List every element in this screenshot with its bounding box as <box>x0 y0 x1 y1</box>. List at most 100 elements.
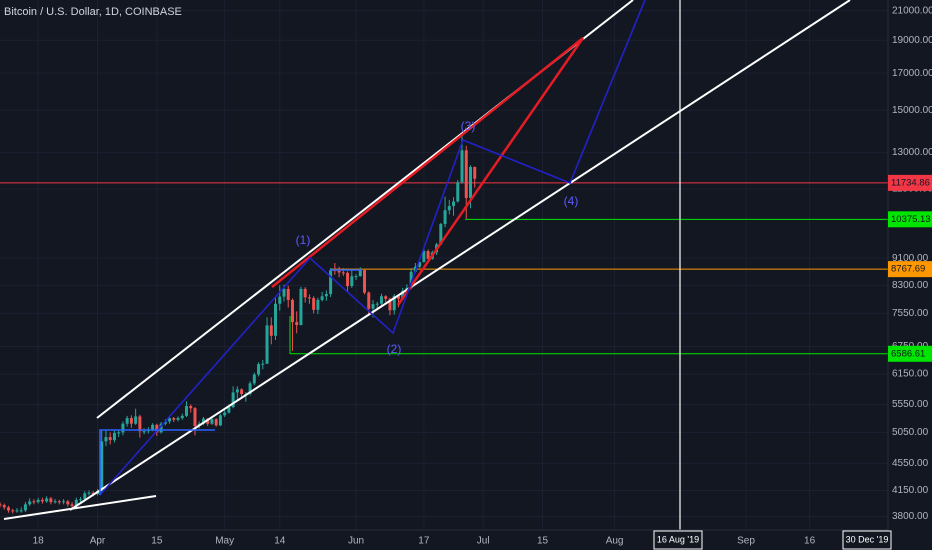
candle-body <box>473 167 477 179</box>
candle-body <box>358 270 362 277</box>
candle-body <box>354 276 358 278</box>
price-tag-box <box>888 174 932 191</box>
candle-body <box>379 296 383 304</box>
candle-body <box>464 150 468 198</box>
candle-body <box>189 406 193 409</box>
y-tick-label: 4150.00 <box>892 485 929 496</box>
candle-body <box>142 431 146 433</box>
y-tick-label: 15000.00 <box>892 105 932 116</box>
candle-body <box>214 419 218 426</box>
chart-title: Bitcoin / U.S. Dollar, 1D, COINBASE <box>4 6 182 18</box>
date-tag-box <box>842 530 892 550</box>
x-tick-label: 15 <box>537 536 549 547</box>
candle-body <box>307 297 311 299</box>
candle-body <box>185 406 189 416</box>
candle-body <box>367 292 371 309</box>
y-tick-label: 17000.00 <box>892 68 932 79</box>
candle-body <box>418 262 422 267</box>
candle-body <box>341 272 345 274</box>
candle-body <box>460 150 464 183</box>
candle-body <box>235 389 239 393</box>
candle-body <box>11 510 15 512</box>
candle-body <box>83 493 87 500</box>
candle-body <box>371 304 375 309</box>
candle-body <box>91 492 95 495</box>
wave-label: (3) <box>461 119 476 133</box>
candle-body <box>53 501 57 503</box>
y-tick-label: 5550.00 <box>892 399 929 410</box>
candle-body <box>316 299 320 310</box>
candle-body <box>125 418 129 424</box>
candle-body <box>312 298 316 310</box>
x-tick-label: Sep <box>737 536 755 547</box>
x-tick-label: Jul <box>477 536 490 547</box>
candle-body <box>49 498 53 503</box>
candle-body <box>282 288 286 297</box>
candle-body <box>363 270 367 293</box>
candle-body <box>452 201 456 207</box>
candle-body <box>19 510 23 512</box>
candle-body <box>350 276 354 287</box>
candle-body <box>28 501 32 505</box>
candle-body <box>134 416 138 424</box>
x-tick-label: 14 <box>274 536 286 547</box>
candle-body <box>57 501 61 503</box>
candle-body <box>252 374 256 384</box>
candle-body <box>443 210 447 225</box>
candles <box>0 134 477 514</box>
candle-body <box>392 295 396 311</box>
date-tag-box <box>653 530 703 550</box>
x-tick-label: Jun <box>348 536 364 547</box>
candle-body <box>468 167 472 198</box>
candle-body <box>278 296 282 304</box>
candle-body <box>290 299 294 323</box>
y-tick-label: 21000.00 <box>892 5 932 16</box>
wave-label: (1) <box>296 233 311 247</box>
candle-body <box>129 418 133 424</box>
price-tag: 11734.86 <box>891 177 930 188</box>
candle-body <box>210 419 214 424</box>
candle-body <box>62 501 66 503</box>
candle-body <box>180 415 184 419</box>
y-tick-label: 13000.00 <box>892 147 932 158</box>
y-tick-label: 19000.00 <box>892 35 932 46</box>
candle-body <box>2 505 6 508</box>
candle-body <box>117 432 121 434</box>
candle-body <box>121 423 125 433</box>
candle-body <box>447 206 451 211</box>
axes: 21000.00 19000.00 17000.00 15000.00 13000.00… <box>33 5 932 547</box>
candle-body <box>45 498 49 502</box>
candle-body <box>15 510 19 512</box>
lower-channel <box>69 0 851 511</box>
candle-body <box>286 288 290 300</box>
y-tick-label: 9100.00 <box>892 253 929 264</box>
candle-body <box>0 504 2 506</box>
candle-body <box>346 272 350 287</box>
candle-body <box>6 507 10 511</box>
wave-label: (4) <box>564 194 579 208</box>
candle-body <box>155 424 159 433</box>
wave-label: (2) <box>387 342 402 356</box>
base-line <box>3 495 157 520</box>
x-tick-label: 15 <box>151 536 163 547</box>
candle-body <box>439 224 443 245</box>
red-wedge-lower <box>396 37 585 306</box>
candle-body <box>223 412 227 416</box>
candle-body <box>112 432 116 441</box>
candle-body <box>206 418 210 424</box>
candle-body <box>375 303 379 305</box>
candle-body <box>261 363 265 365</box>
price-tag-box <box>888 261 932 278</box>
drawings <box>3 0 851 530</box>
candle-body <box>66 501 70 505</box>
candle-body <box>396 295 400 299</box>
price-tag: 10375.13 <box>891 214 931 225</box>
candle-body <box>426 251 430 259</box>
y-tick-label: 4550.00 <box>892 458 929 469</box>
x-tick-label: Apr <box>90 536 106 547</box>
candle-body <box>201 418 205 424</box>
range-box <box>99 429 215 495</box>
y-tick-label: 5050.00 <box>892 427 929 438</box>
x-tick-label: 18 <box>33 536 45 547</box>
